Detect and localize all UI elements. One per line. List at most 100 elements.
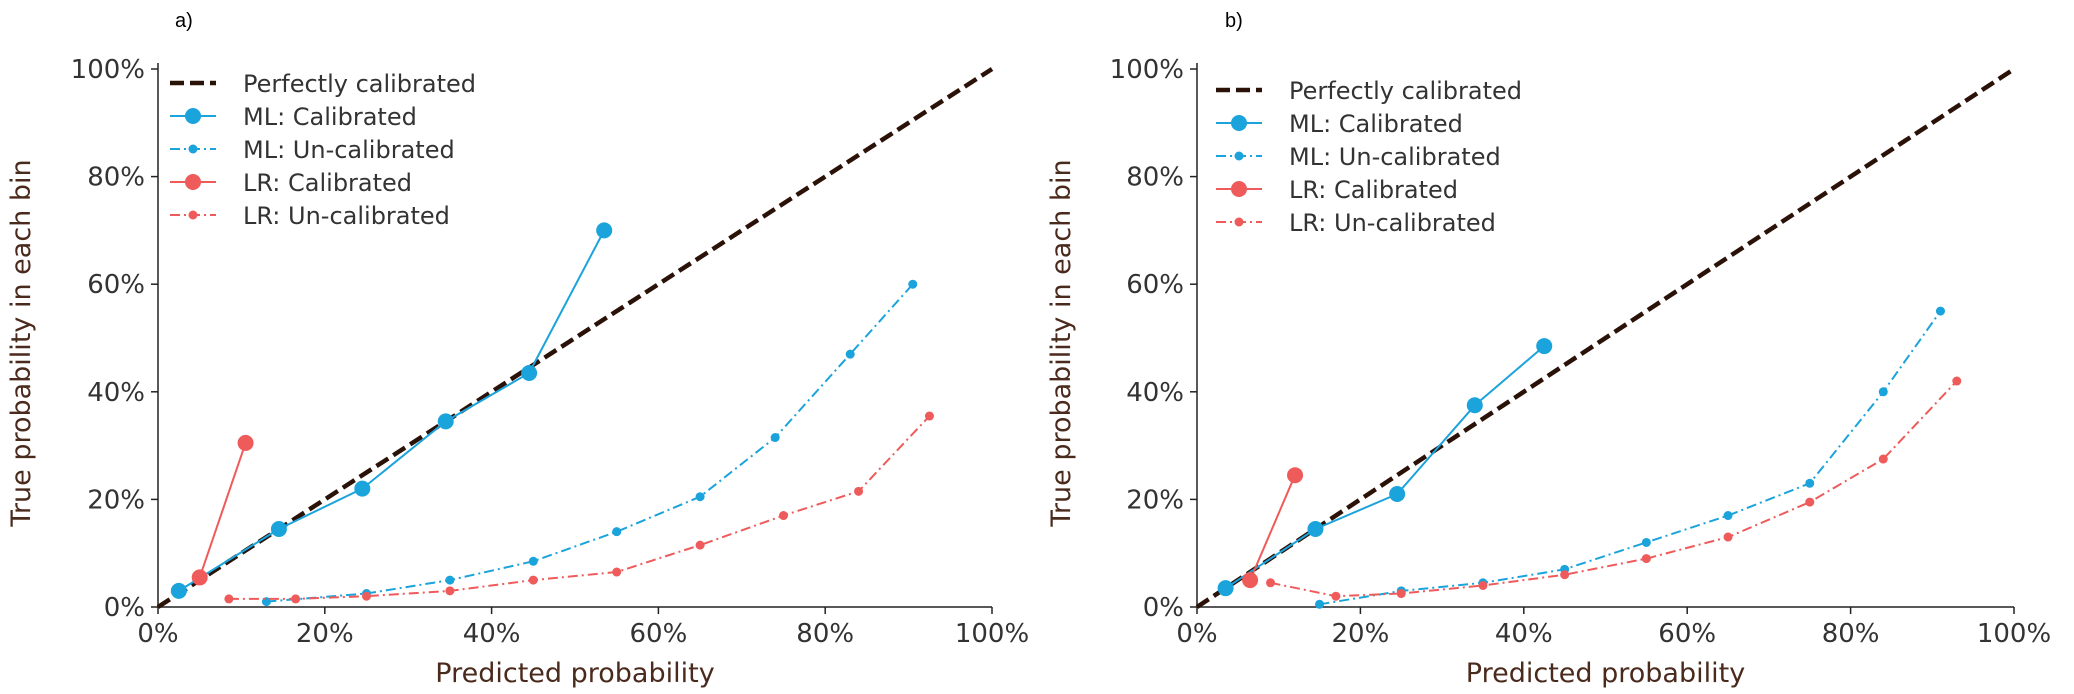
legend: Perfectly calibrated ML: Calibrated ML: Un… xyxy=(1216,77,1522,237)
series-lr-calibrated xyxy=(1242,467,1304,589)
legend-marker xyxy=(1234,217,1244,227)
y-tick-label: 80% xyxy=(87,163,145,193)
data-point xyxy=(362,591,371,601)
x-tick-label: 60% xyxy=(630,619,688,649)
legend-marker xyxy=(1231,115,1247,131)
y-tick-label: 40% xyxy=(1126,378,1184,408)
series-line xyxy=(1249,474,1296,581)
data-point xyxy=(170,582,187,599)
data-point xyxy=(596,222,613,239)
data-point xyxy=(1466,397,1483,414)
series-line xyxy=(156,67,994,609)
data-point xyxy=(779,511,788,521)
series-lr-calibrated xyxy=(191,434,254,586)
data-point xyxy=(695,540,705,550)
legend-item: ML: Un-calibrated xyxy=(1216,143,1501,171)
chart-panel-a: a) 0% 20% 40% 60% 80% 100% 0% 20% 40% 60% 80% 100% Pr… xyxy=(6,10,1029,689)
series-line xyxy=(1319,310,1942,606)
x-tick-label: 80% xyxy=(796,619,854,649)
data-point xyxy=(845,349,855,359)
legend-item: LR: Calibrated xyxy=(1216,176,1458,204)
y-tick-label: 80% xyxy=(1126,163,1184,193)
series-line xyxy=(1270,380,1958,598)
data-point xyxy=(528,575,538,585)
data-point xyxy=(1331,591,1341,601)
data-point xyxy=(437,413,454,430)
y-tick-label: 60% xyxy=(87,270,145,300)
x-tick-label: 40% xyxy=(463,619,521,649)
y-tick-label: 60% xyxy=(1126,270,1184,300)
data-point xyxy=(1478,580,1488,590)
y-axis-title: True probability in each bin xyxy=(6,159,37,527)
legend-label: LR: Calibrated xyxy=(1289,176,1458,204)
data-point xyxy=(1217,580,1234,597)
data-point xyxy=(1935,306,1945,316)
legend-label: LR: Un-calibrated xyxy=(1289,209,1496,237)
legend-label: Perfectly calibrated xyxy=(243,70,476,98)
legend-label: ML: Un-calibrated xyxy=(243,136,455,164)
series-line xyxy=(266,283,914,603)
data-point xyxy=(1641,537,1651,547)
y-tick-label: 20% xyxy=(87,485,145,515)
x-tick-label: 40% xyxy=(1495,619,1553,649)
x-tick-label: 100% xyxy=(955,619,1029,649)
data-point xyxy=(1396,589,1406,599)
data-point xyxy=(291,594,301,604)
legend: Perfectly calibrated ML: Calibrated ML: Un… xyxy=(170,70,476,230)
series-line xyxy=(178,229,606,592)
legend-label: LR: Calibrated xyxy=(243,169,412,197)
series-perfectly-calibrated xyxy=(1195,67,2016,609)
data-point xyxy=(521,364,538,381)
data-point xyxy=(612,527,622,537)
legend-marker xyxy=(1234,151,1244,161)
data-point xyxy=(1805,478,1815,488)
data-point xyxy=(270,520,287,537)
data-point xyxy=(445,575,455,585)
data-point xyxy=(528,556,538,566)
series-perfectly-calibrated xyxy=(156,67,994,609)
legend-item: ML: Un-calibrated xyxy=(170,136,455,164)
x-tick-label: 0% xyxy=(137,619,178,649)
legend-marker xyxy=(188,144,198,154)
series-line xyxy=(1195,67,2016,609)
data-point xyxy=(1307,520,1324,537)
y-tick-label: 100% xyxy=(71,55,145,85)
legend-label: LR: Un-calibrated xyxy=(243,202,450,230)
x-tick-label: 100% xyxy=(1977,619,2051,649)
data-point xyxy=(770,433,780,443)
data-point xyxy=(445,586,455,596)
legend-item: LR: Calibrated xyxy=(170,169,412,197)
data-point xyxy=(1266,578,1276,588)
legend-label: ML: Calibrated xyxy=(1289,110,1463,138)
data-point xyxy=(1805,497,1815,507)
data-point xyxy=(191,569,208,586)
data-point xyxy=(237,434,254,451)
legend-marker xyxy=(188,210,198,220)
series-ml-calibrated xyxy=(170,222,613,599)
series-lr-un-calibrated xyxy=(1266,376,1962,601)
data-point xyxy=(1315,599,1325,609)
legend-item: ML: Calibrated xyxy=(1216,110,1463,138)
data-point xyxy=(854,486,864,496)
y-axis-title: True probability in each bin xyxy=(1046,159,1077,527)
data-point xyxy=(224,594,234,604)
chart-panel-b: b) 0% 20% 40% 60% 80% 100% 0% 20% 40% 60% 80% 100% Pr… xyxy=(1046,10,2051,689)
y-tick-label: 20% xyxy=(1126,485,1184,515)
data-point xyxy=(924,411,934,421)
x-axis-title: Predicted probability xyxy=(435,658,714,689)
legend-label: ML: Calibrated xyxy=(243,103,417,131)
legend-marker xyxy=(185,174,201,190)
data-point xyxy=(908,279,918,289)
series-line xyxy=(228,415,931,600)
y-tick-label: 100% xyxy=(1110,55,1184,85)
panel-label: b) xyxy=(1225,10,1243,32)
y-tick-label: 40% xyxy=(87,378,145,408)
data-point xyxy=(1536,338,1553,355)
x-tick-label: 0% xyxy=(1176,619,1217,649)
data-point xyxy=(1878,454,1888,464)
data-point xyxy=(1242,572,1259,589)
y-tick-label: 0% xyxy=(1143,593,1184,623)
x-axis-title: Predicted probability xyxy=(1466,658,1745,689)
legend-item: LR: Un-calibrated xyxy=(170,202,450,230)
